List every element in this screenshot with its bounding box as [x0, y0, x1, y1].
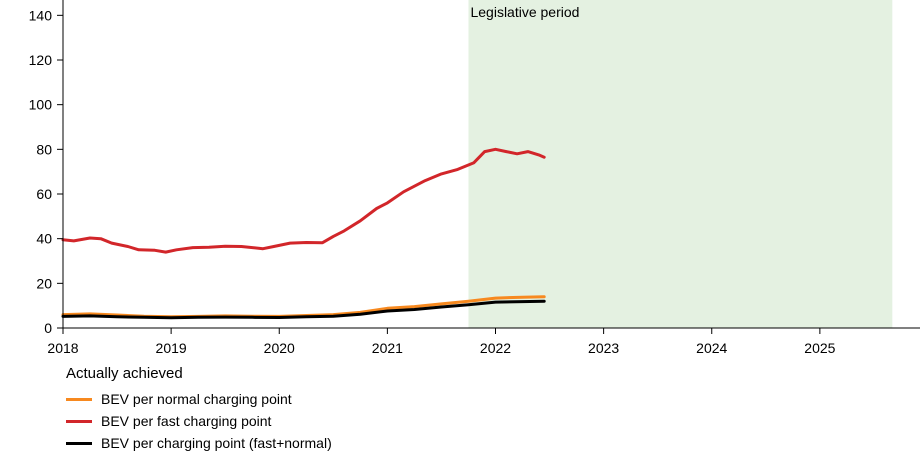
x-tick-label: 2018 — [47, 340, 78, 356]
x-tick-label: 2019 — [156, 340, 187, 356]
legend-title: Actually achieved — [66, 365, 183, 382]
x-tick-label: 2023 — [588, 340, 619, 356]
legend-items: BEV per normal charging point BEV per fas… — [66, 388, 332, 454]
y-tick-label: 20 — [36, 275, 52, 291]
x-tick-label: 2025 — [804, 340, 835, 356]
y-tick-label: 120 — [29, 52, 53, 68]
legend-item: BEV per fast charging point — [66, 410, 332, 432]
legislative-period-region — [468, 0, 893, 328]
x-tick-label: 2020 — [264, 340, 295, 356]
x-tick-label: 2021 — [372, 340, 403, 356]
legend-item: BEV per normal charging point — [66, 388, 332, 410]
y-tick-label: 60 — [36, 186, 52, 202]
legend-swatch — [66, 397, 92, 401]
y-tick-label: 140 — [29, 7, 53, 23]
x-axis-ticks: 2018 2019 2020 2021 2022 2023 2024 2025 — [47, 328, 836, 356]
legend-label: BEV per charging point (fast+normal) — [101, 435, 332, 451]
line-chart: Legislative period 2018 2019 2020 2021 2022 2… — [29, 0, 920, 356]
y-tick-label: 100 — [29, 97, 53, 113]
x-tick-label: 2022 — [480, 340, 511, 356]
legend-label: BEV per normal charging point — [101, 391, 292, 407]
legend-swatch — [66, 419, 92, 423]
x-tick-label: 2024 — [696, 340, 727, 356]
series-line-total-charging — [61, 299, 546, 320]
legend-label: BEV per fast charging point — [101, 413, 272, 429]
y-tick-label: 40 — [36, 231, 52, 247]
y-axis-ticks: 0 20 40 60 80 100 120 140 — [29, 7, 63, 336]
legislative-period-label: Legislative period — [470, 4, 579, 20]
y-tick-label: 0 — [44, 320, 52, 336]
series-layer — [61, 147, 546, 320]
y-tick-label: 80 — [36, 141, 52, 157]
legend-item: BEV per charging point (fast+normal) — [66, 432, 332, 454]
legend-swatch — [66, 441, 92, 445]
series-line-fast-charging — [61, 147, 546, 254]
legend: Actually achieved BEV per normal chargin… — [66, 365, 332, 454]
